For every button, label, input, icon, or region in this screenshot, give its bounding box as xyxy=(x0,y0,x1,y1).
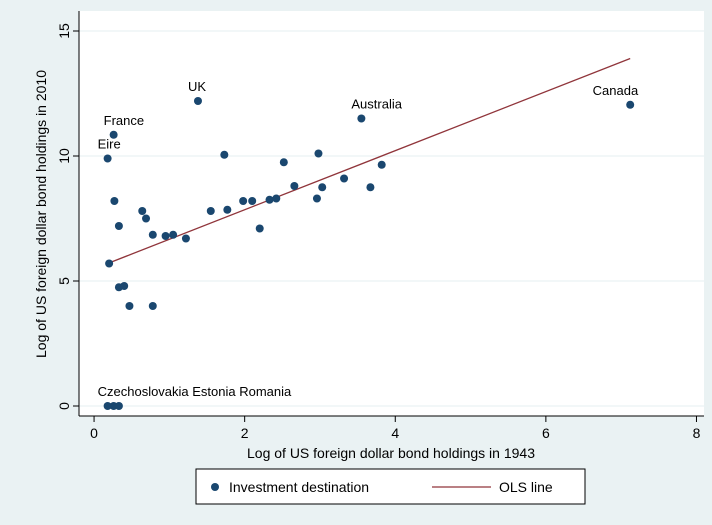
scatter-points xyxy=(103,97,635,410)
point-annotation: Czechoslovakia Estonia Romania xyxy=(98,384,292,399)
x-axis-label: Log of US foreign dollar bond holdings i… xyxy=(247,445,535,461)
y-tick-label: 15 xyxy=(56,23,72,39)
ols-line-layer xyxy=(107,57,631,265)
y-axis-label: Log of US foreign dollar bond holdings i… xyxy=(33,70,49,358)
scatter-point xyxy=(114,222,123,230)
axes xyxy=(78,11,704,417)
point-annotation: Eire xyxy=(98,137,121,152)
scatter-point xyxy=(279,158,288,167)
scatter-point xyxy=(103,402,112,410)
scatter-point xyxy=(138,207,147,215)
tick-labels: 0 5 10 15 0 2 4 6 8 xyxy=(56,23,701,441)
scatter-point xyxy=(377,160,386,169)
scatter-point xyxy=(223,205,232,214)
scatter-point xyxy=(248,197,257,205)
scatter-point xyxy=(161,232,170,240)
scatter-point xyxy=(239,197,248,205)
point-annotation: France xyxy=(104,113,144,128)
scatter-point xyxy=(206,207,215,215)
x-tick-label: 6 xyxy=(542,425,550,441)
scatter-point xyxy=(314,149,323,158)
x-tick-label: 0 xyxy=(90,425,98,441)
scatter-point xyxy=(142,214,151,223)
legend-label-investment-destination: Investment destination xyxy=(229,479,369,495)
scatter-point xyxy=(265,195,274,204)
scatter-point xyxy=(357,114,366,123)
scatter-point xyxy=(148,230,157,239)
x-tick-label: 8 xyxy=(693,425,701,441)
legend-label-ols-line: OLS line xyxy=(499,479,553,495)
x-tick-label: 4 xyxy=(391,425,399,441)
point-annotation: Canada xyxy=(593,83,639,98)
scatter-point xyxy=(169,230,178,239)
scatter-point xyxy=(120,282,129,290)
point-annotation: UK xyxy=(188,79,206,94)
scatter-point xyxy=(193,97,202,105)
scatter-point xyxy=(109,130,118,139)
scatter-point xyxy=(366,183,375,192)
scatter-point xyxy=(220,150,229,159)
scatter-point xyxy=(105,259,114,268)
scatter-point xyxy=(255,224,264,233)
scatter-point xyxy=(290,182,299,190)
y-tick-label: 10 xyxy=(56,148,72,164)
y-tick-label: 5 xyxy=(56,277,72,285)
point-annotation: Australia xyxy=(351,97,402,112)
legend-box xyxy=(195,468,586,505)
scatter-point xyxy=(312,194,321,203)
y-tick-label: 0 xyxy=(56,402,72,410)
scatter-point xyxy=(318,183,327,192)
scatter-point xyxy=(103,154,112,163)
scatter-point xyxy=(114,402,123,410)
scatter-point xyxy=(148,302,157,310)
scatter-point xyxy=(110,197,119,205)
scatter-point xyxy=(272,194,281,203)
point-annotations: UK France Eire Australia Canada Czechoslovaki… xyxy=(98,79,639,399)
legend: Investment destination OLS line xyxy=(195,468,586,505)
legend-marker-investment-destination xyxy=(211,483,219,491)
x-tick-label: 2 xyxy=(241,425,249,441)
ols-line xyxy=(107,57,631,265)
gridlines xyxy=(79,30,704,407)
scatter-point xyxy=(181,234,190,243)
scatter-point xyxy=(626,100,635,109)
scatter-point xyxy=(340,174,349,183)
plot-area xyxy=(79,11,704,416)
scatter-point xyxy=(125,302,134,310)
